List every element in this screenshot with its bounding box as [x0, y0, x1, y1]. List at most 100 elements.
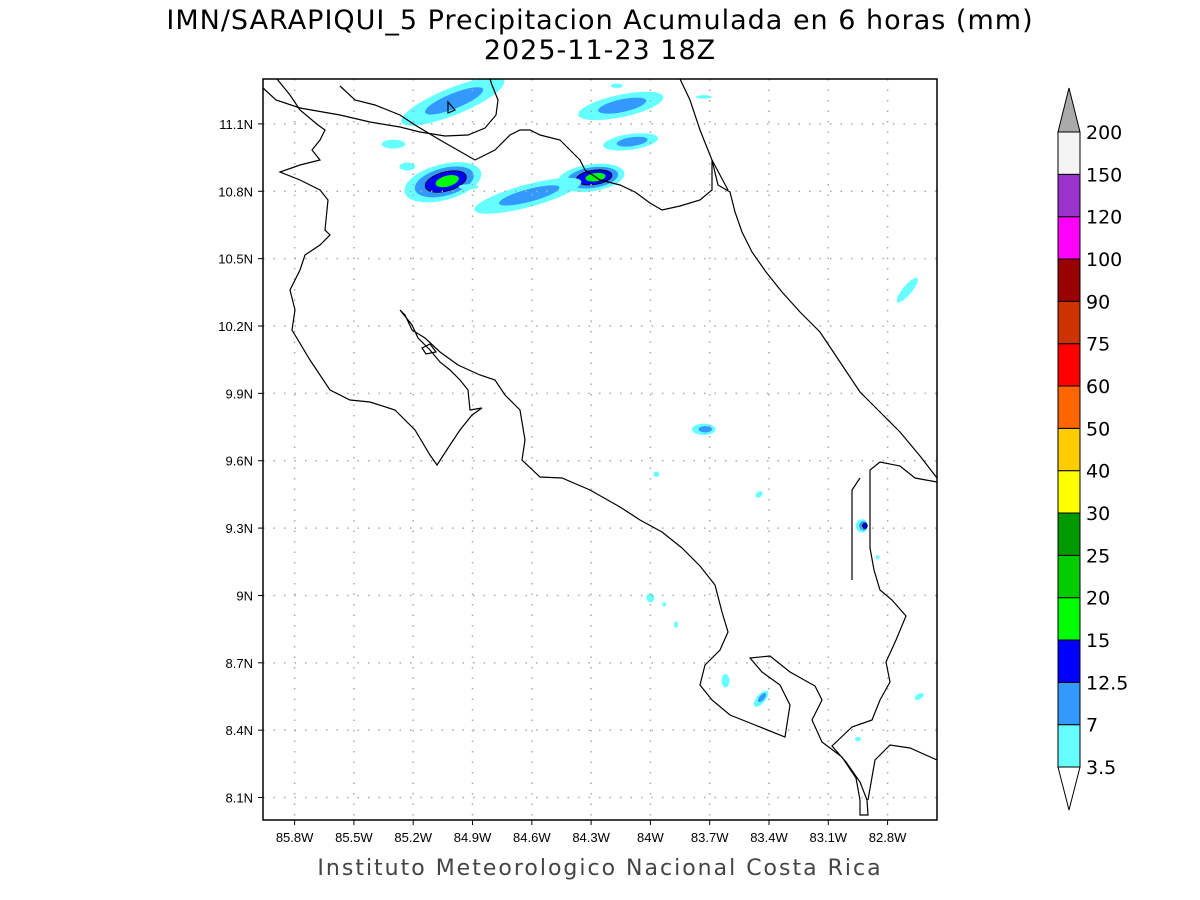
precip-contour-7 — [698, 426, 712, 433]
lon-tick-label: 84W — [637, 830, 664, 845]
colorbar-swatch-120 — [1057, 173, 1081, 218]
precip-contour-3.5 — [914, 693, 924, 700]
precip-cell — [653, 471, 660, 477]
lon-tick-label: 85.8W — [276, 830, 314, 845]
precip-cell — [896, 277, 919, 303]
caribbean-coastline — [679, 79, 937, 479]
precip-cell — [603, 133, 659, 151]
colorbar-label: 60 — [1086, 376, 1110, 398]
pacific-coastline — [276, 79, 937, 816]
footer-credit: Instituto Meteorologico Nacional Costa R… — [317, 856, 883, 881]
lat-tick-label: 9.3N — [226, 521, 253, 536]
lat-tick-label: 8.1N — [226, 791, 253, 806]
south-coast — [867, 744, 937, 801]
map-title: IMN/SARAPIQUI_5 Precipitacion Acumulada … — [166, 5, 1034, 36]
panama-border — [851, 477, 861, 580]
precip-cell — [401, 79, 505, 126]
axis-ticks: 85.8W 85.5W 85.2W 84.9W 84.6W 84.3W 84W 83.7W 83… — [218, 117, 907, 845]
lon-tick-label: 85.5W — [335, 830, 373, 845]
lat-tick-label: 8.7N — [226, 656, 253, 671]
lon-tick-label: 82.8W — [869, 830, 907, 845]
lon-tick-label: 83.7W — [691, 830, 729, 845]
precip-cell — [674, 621, 679, 629]
graticule — [263, 79, 937, 820]
precip-cell — [695, 95, 712, 99]
precip-cell — [610, 83, 623, 88]
colorbar-label: 90 — [1086, 291, 1110, 313]
precip-cell — [914, 693, 924, 700]
colorbar-label: 12.5 — [1086, 672, 1128, 694]
colorbar-label: 200 — [1086, 122, 1122, 144]
precip-cell — [875, 555, 880, 560]
precip-contour-3.5 — [610, 83, 623, 88]
lat-tick-label: 10.5N — [218, 252, 253, 267]
colorbar-label: 100 — [1086, 249, 1122, 271]
precip-contour-7 — [598, 97, 647, 114]
colorbar-label: 7 — [1086, 715, 1098, 737]
map-subtitle-date: 2025-11-23 18Z — [483, 35, 717, 66]
lon-tick-label: 83.1W — [810, 830, 848, 845]
island-nicoya — [421, 343, 438, 355]
precip-contour-7 — [616, 136, 648, 147]
colorbar-swatch-15 — [1057, 597, 1081, 641]
precip-contour-3.5 — [674, 621, 679, 629]
colorbar-arrow-top — [1057, 87, 1081, 133]
colorbar-swatch-50 — [1057, 385, 1081, 429]
precip-contour-3.5 — [381, 139, 406, 149]
lon-tick-label: 83.4W — [750, 830, 788, 845]
colorbar-label: 20 — [1086, 588, 1110, 610]
colorbar-label: 40 — [1086, 461, 1110, 483]
precip-cell — [578, 91, 664, 121]
lat-tick-label: 8.4N — [226, 723, 253, 738]
lat-tick-label: 10.2N — [218, 319, 253, 334]
lon-tick-label: 84.6W — [513, 830, 551, 845]
precip-contour-3.5 — [653, 471, 660, 477]
precip-contour-3.5 — [755, 491, 763, 498]
colorbar-label: 15 — [1086, 630, 1110, 652]
precip-cell — [474, 177, 582, 214]
precip-contour-7 — [424, 87, 484, 115]
precip-cell — [662, 602, 667, 607]
lat-tick-label: 9N — [236, 588, 253, 603]
precip-cell — [755, 491, 763, 498]
lake-shore — [263, 79, 499, 137]
colorbar-swatch-40 — [1057, 427, 1081, 472]
precip-cell — [753, 690, 769, 707]
precip-contour-3.5 — [875, 555, 880, 560]
colorbar-arrow-bottom — [1057, 766, 1081, 811]
colorbar-swatch-100 — [1057, 216, 1081, 260]
precip-contour-3.5 — [695, 95, 712, 99]
precip-contour-outline — [424, 170, 467, 193]
precip-contour-3.5 — [458, 184, 479, 190]
colorbar-label: 3.5 — [1086, 757, 1116, 779]
map-frame — [262, 78, 938, 821]
colorbar-swatch-25 — [1057, 512, 1081, 556]
precip-cell — [854, 736, 861, 742]
colorbar-swatch-60 — [1057, 343, 1081, 387]
colorbar-label: 150 — [1086, 164, 1122, 186]
colorbar-label: 120 — [1086, 207, 1122, 229]
precipitation-layer — [381, 79, 924, 742]
colorbar-swatch-150 — [1057, 131, 1081, 175]
colorbar-swatch-7 — [1057, 681, 1081, 726]
colorbar-swatch-20 — [1057, 554, 1081, 599]
precip-cell — [404, 162, 482, 203]
colorbar-swatch-30 — [1057, 470, 1081, 514]
precip-cell — [855, 519, 868, 533]
precip-contour-7 — [757, 693, 767, 703]
island — [447, 100, 456, 114]
precip-contour-3.5 — [662, 602, 667, 607]
lon-tick-label: 84.9W — [454, 830, 492, 845]
colorbar-label: 50 — [1086, 418, 1110, 440]
colorbar-swatch-75 — [1057, 300, 1081, 345]
colorbar-swatch-90 — [1057, 258, 1081, 302]
colorbar-label: 25 — [1086, 545, 1110, 567]
colorbar-swatch-12.5 — [1057, 639, 1081, 683]
precip-contour-7 — [499, 185, 560, 206]
precip-contour-12.5 — [862, 523, 868, 529]
precip-contour-3.5 — [854, 736, 861, 742]
colorbar-swatch-3.5 — [1057, 724, 1081, 768]
colorbar-label: 30 — [1086, 503, 1110, 525]
precip-cell — [721, 674, 730, 688]
